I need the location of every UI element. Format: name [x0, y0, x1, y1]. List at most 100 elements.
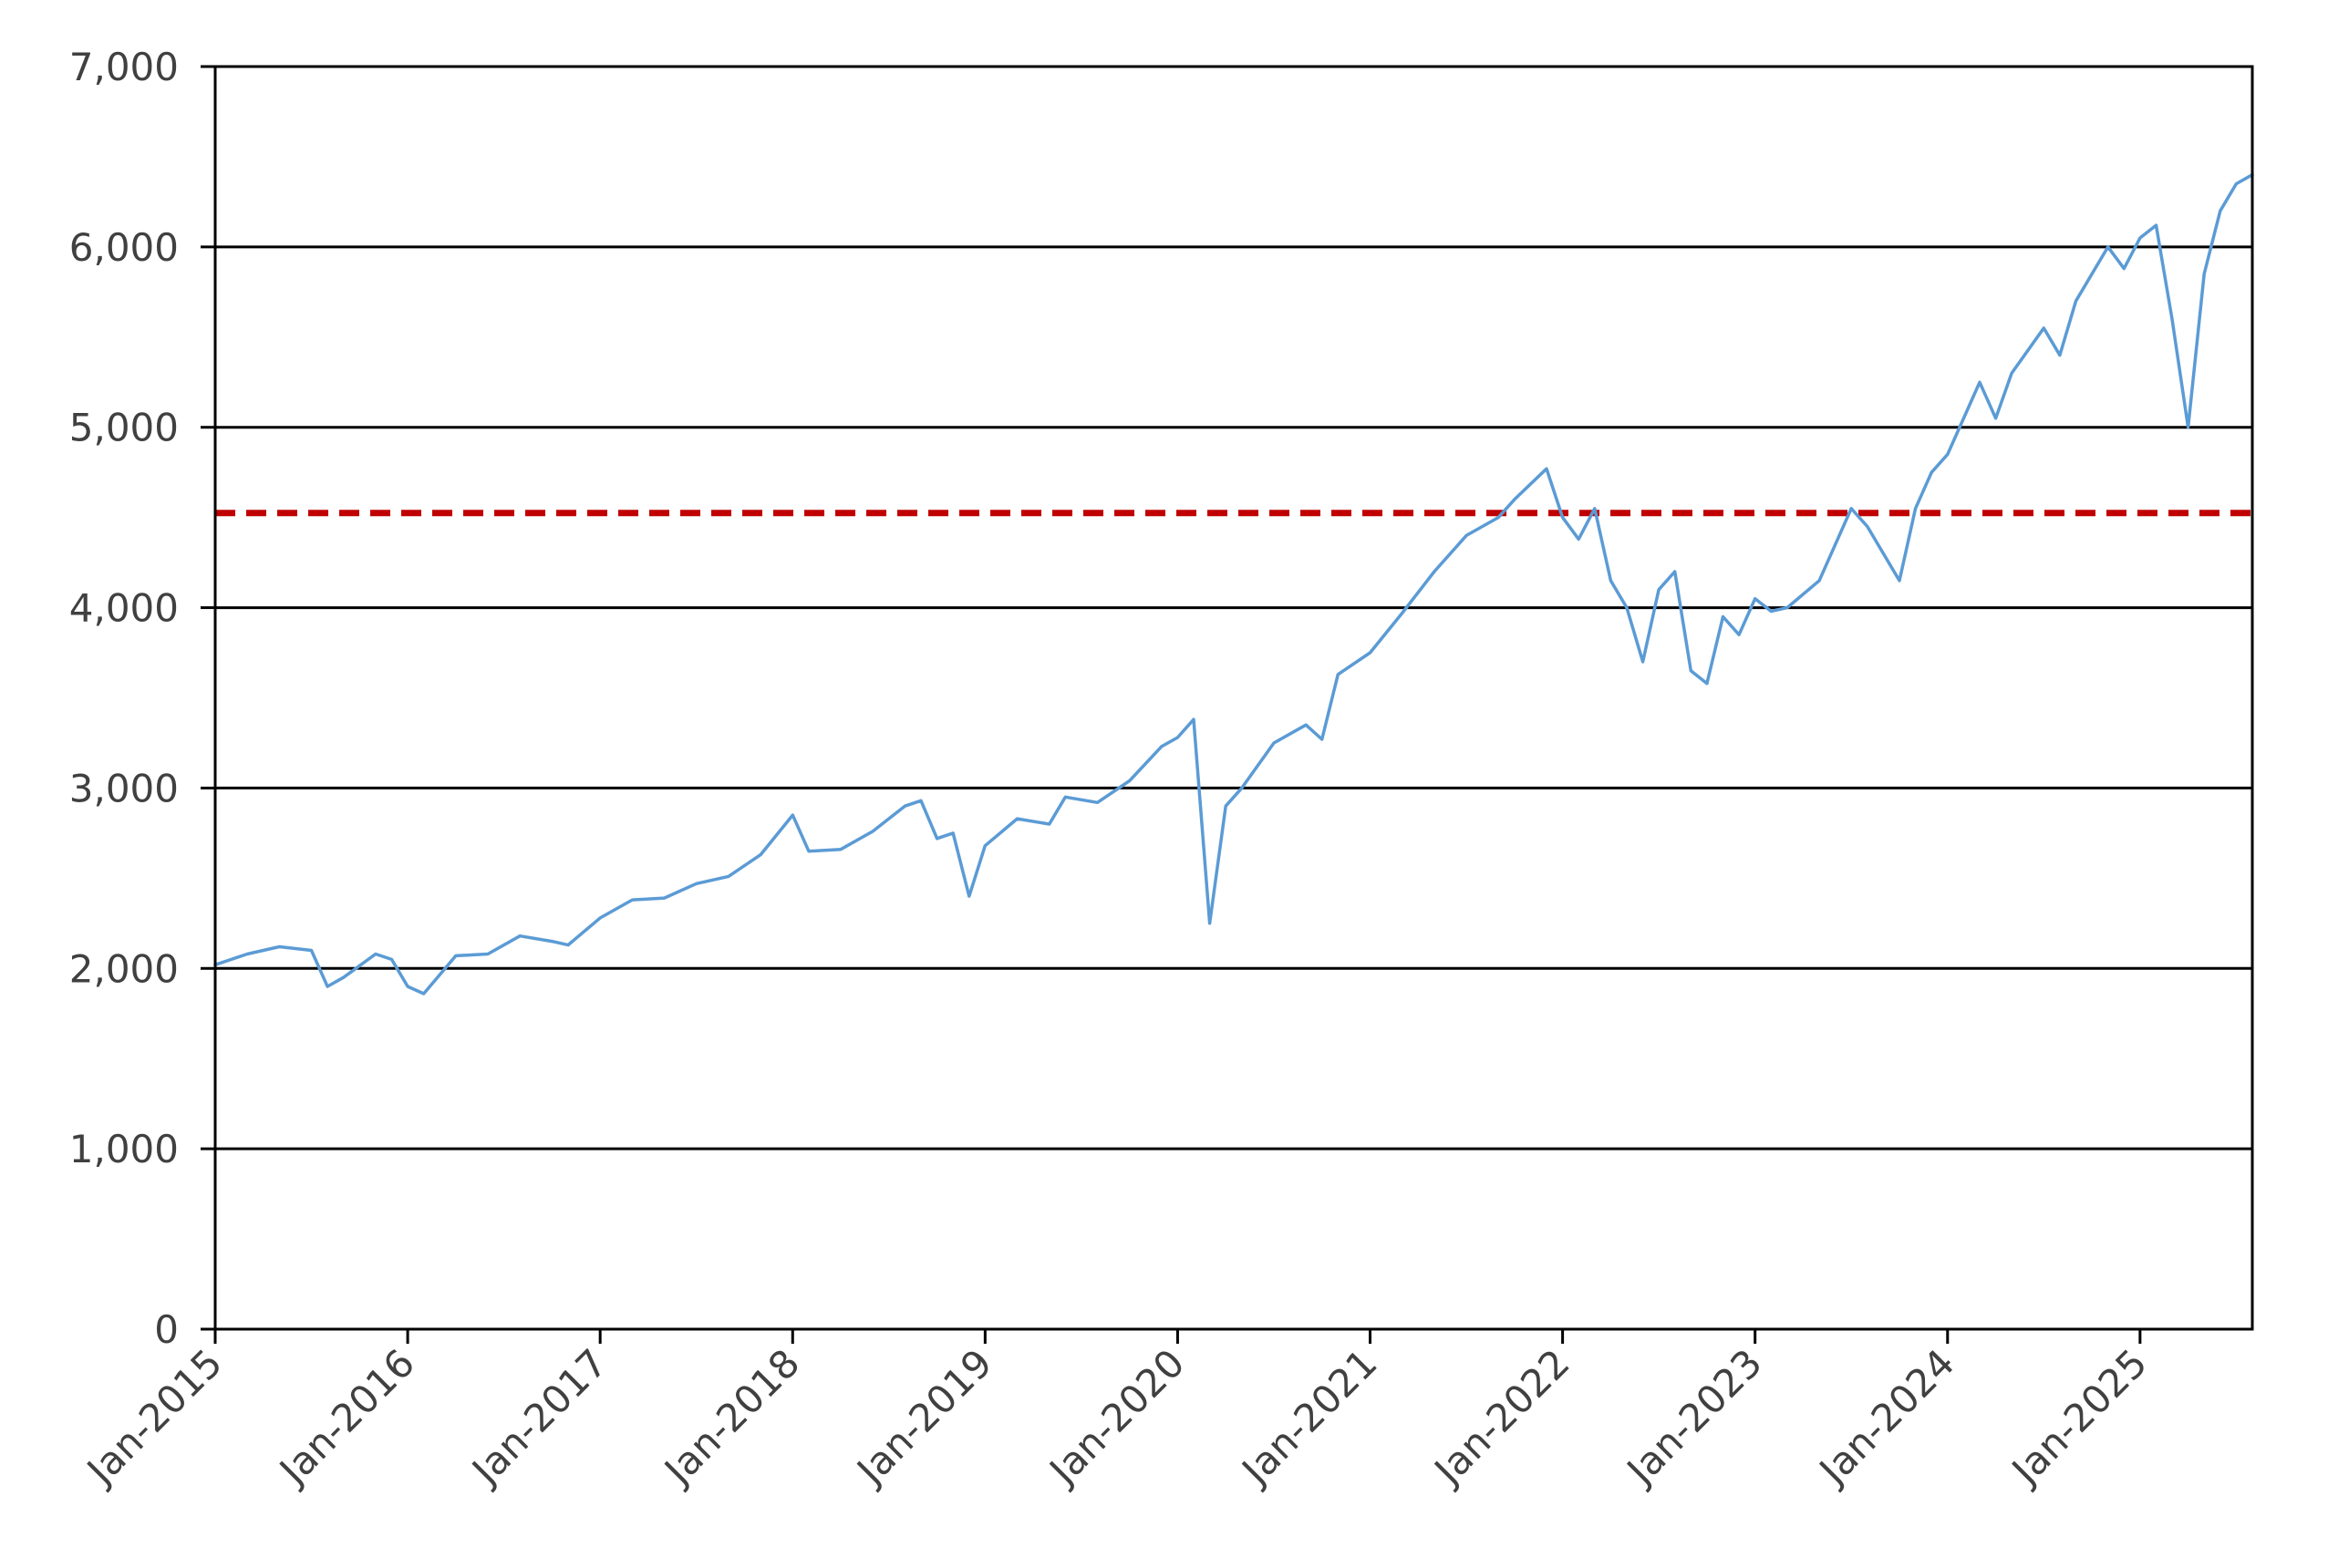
data-point — [1722, 615, 1724, 618]
data-point — [2010, 372, 2013, 375]
data-point — [2123, 267, 2126, 270]
data-point — [2219, 210, 2222, 212]
data-point — [1673, 570, 1676, 573]
data-point — [2058, 354, 2062, 356]
data-point — [1914, 507, 1917, 510]
data-point — [936, 837, 938, 841]
data-point — [406, 985, 409, 988]
data-point — [2170, 317, 2174, 321]
data-point — [1785, 606, 1789, 609]
y-tick-label: 1,000 — [69, 1127, 179, 1171]
plot-frame — [213, 65, 2254, 1331]
y-tick-label: 5,000 — [69, 406, 179, 450]
data-point — [1176, 736, 1179, 739]
data-point — [2155, 223, 2157, 227]
axes — [201, 65, 2254, 1344]
data-point — [904, 805, 906, 808]
data-point — [2203, 273, 2206, 275]
data-point — [695, 882, 698, 885]
data-point — [1304, 723, 1308, 727]
data-point — [1561, 516, 1564, 519]
data-point — [566, 944, 570, 946]
data-point — [2106, 245, 2109, 249]
data-point — [390, 958, 393, 961]
data-point — [1240, 787, 1243, 789]
y-tick-label: 6,000 — [69, 225, 179, 270]
data-point — [519, 934, 522, 937]
y-tick-label: 3,000 — [69, 766, 179, 810]
data-point — [1497, 516, 1500, 519]
data-point — [807, 850, 811, 852]
data-point — [872, 830, 874, 833]
data-point — [1464, 534, 1468, 537]
data-point — [1930, 470, 1933, 474]
data-point — [551, 940, 554, 943]
series-layer — [213, 172, 2254, 995]
data-point — [1433, 570, 1436, 573]
data-point — [1994, 417, 1997, 420]
data-point — [598, 916, 602, 920]
data-point — [1705, 682, 1709, 685]
data-point — [1737, 634, 1741, 636]
data-point — [1657, 588, 1661, 591]
data-point — [1577, 538, 1580, 541]
data-point — [1898, 579, 1901, 583]
data-point — [1754, 597, 1756, 600]
data-point — [1064, 796, 1067, 799]
x-tick-label: Jan-2017 — [461, 1340, 616, 1494]
x-tick-label: Jan-2018 — [654, 1340, 808, 1494]
data-point — [1978, 381, 1981, 384]
data-point — [2138, 236, 2142, 240]
data-point — [326, 985, 329, 988]
x-tick-label: Jan-2021 — [1232, 1340, 1386, 1494]
x-tick-label: Jan-2025 — [2002, 1340, 2156, 1494]
data-point — [951, 831, 955, 835]
x-tick-label: Jan-2023 — [1617, 1340, 1771, 1494]
data-point — [631, 898, 634, 902]
y-tick-label: 7,000 — [69, 45, 179, 89]
data-point — [1609, 579, 1612, 583]
data-point — [919, 799, 923, 802]
x-tick-label: Jan-2022 — [1424, 1340, 1578, 1494]
y-tick-label: 0 — [154, 1307, 179, 1352]
data-point — [1337, 673, 1340, 676]
data-point — [1641, 660, 1644, 664]
data-point — [792, 813, 794, 817]
data-point — [984, 844, 987, 847]
data-point — [1225, 805, 1227, 808]
data-point — [310, 949, 313, 952]
data-point — [1048, 822, 1050, 826]
data-point — [1817, 579, 1821, 583]
gridlines — [215, 65, 2252, 1150]
data-point — [2235, 182, 2238, 185]
data-point — [422, 992, 425, 995]
data-point — [342, 975, 345, 979]
data-point — [278, 945, 281, 948]
x-tick-label: Jan-2019 — [847, 1340, 1001, 1494]
data-point — [1272, 741, 1276, 745]
data-point — [1369, 651, 1371, 655]
data-point — [727, 875, 730, 878]
data-point — [2187, 426, 2189, 428]
data-point — [1401, 612, 1403, 614]
data-point — [839, 848, 843, 851]
data-point — [1866, 525, 1869, 528]
y-tick-label: 2,000 — [69, 946, 179, 991]
x-tick-labels: Jan-2015 Jan-2016 Jan-2017 Jan-2018 Jan-2019… — [77, 1340, 2156, 1494]
x-tick-label: Jan-2024 — [1809, 1340, 1963, 1494]
data-point — [1850, 507, 1853, 510]
y-tick-label: 4,000 — [69, 586, 179, 631]
data-point — [1513, 498, 1516, 501]
x-tick-label: Jan-2016 — [269, 1340, 423, 1494]
y-tick-labels: 0 1,000 2,000 3,000 4,000 5,000 6,000 7,000 — [69, 45, 179, 1352]
data-point — [759, 853, 762, 856]
data-point — [1128, 779, 1131, 782]
series-line — [213, 172, 2254, 995]
data-point — [1208, 922, 1211, 925]
data-point — [1192, 718, 1195, 721]
data-point — [1160, 745, 1164, 748]
data-point — [967, 894, 970, 898]
data-point — [1016, 817, 1019, 820]
data-point — [245, 953, 249, 955]
data-point — [1690, 669, 1692, 673]
